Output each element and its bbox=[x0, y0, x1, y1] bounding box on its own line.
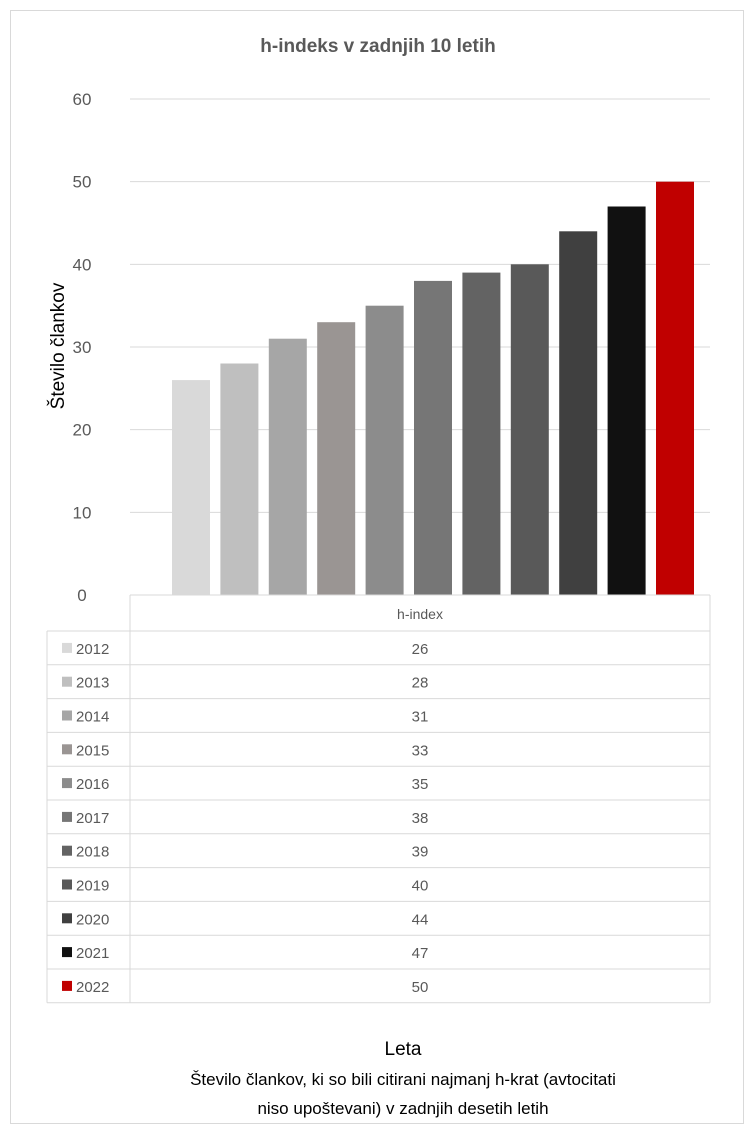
bar-2018 bbox=[462, 272, 501, 595]
y-tick-label: 50 bbox=[73, 173, 92, 192]
legend-swatch-2012 bbox=[62, 642, 72, 653]
table-value-2016: 35 bbox=[412, 776, 429, 793]
bar-2013 bbox=[220, 363, 259, 595]
y-axis-ticks: 0 10 20 30 40 50 60 bbox=[73, 90, 92, 605]
table-value-2013: 28 bbox=[412, 675, 429, 692]
table-value-2012: 26 bbox=[412, 641, 429, 658]
legend-label-2013: 2013 bbox=[76, 675, 109, 692]
table-value-2022: 50 bbox=[412, 979, 429, 996]
bar-2021 bbox=[607, 206, 646, 595]
legend-label-2014: 2014 bbox=[76, 709, 109, 726]
y-tick-label: 60 bbox=[73, 90, 92, 109]
y-tick-label: 0 bbox=[77, 586, 86, 605]
y-tick-label: 20 bbox=[73, 421, 92, 440]
legend-swatch-2021 bbox=[62, 947, 72, 958]
bars bbox=[172, 181, 694, 596]
bar-2015 bbox=[317, 322, 356, 595]
y-axis-label: Število člankov bbox=[47, 282, 69, 409]
y-tick-label: 40 bbox=[73, 255, 92, 274]
legend-swatch-2014 bbox=[62, 710, 72, 721]
table-value-2017: 38 bbox=[412, 810, 429, 827]
legend-swatch-2017 bbox=[62, 811, 72, 822]
legend-swatch-2020 bbox=[62, 913, 72, 924]
table-value-2014: 31 bbox=[412, 709, 429, 726]
bar-2017 bbox=[414, 280, 452, 595]
legend-label-2022: 2022 bbox=[76, 979, 109, 996]
table-value-2021: 47 bbox=[412, 945, 429, 962]
legend-swatch-2013 bbox=[62, 676, 72, 687]
x-axis-label: Leta bbox=[385, 1039, 422, 1060]
legend-label-2017: 2017 bbox=[76, 810, 109, 827]
legend-label-2021: 2021 bbox=[76, 945, 109, 962]
legend-label-2016: 2016 bbox=[76, 776, 109, 793]
y-tick-label: 30 bbox=[73, 338, 92, 357]
bar-2020 bbox=[559, 231, 598, 596]
data-table: h-index 2012 26 2013 28 2014 31 2015 33 2016 35 201… bbox=[46, 594, 711, 1004]
legend-label-2012: 2012 bbox=[76, 641, 109, 658]
y-tick-label: 10 bbox=[73, 503, 92, 522]
legend-swatch-2018 bbox=[62, 845, 72, 856]
table-value-2019: 40 bbox=[412, 878, 429, 895]
legend-swatch-2022 bbox=[62, 980, 72, 991]
bar-2012 bbox=[172, 380, 210, 595]
legend-label-2019: 2019 bbox=[76, 878, 109, 895]
bar-2014 bbox=[268, 338, 307, 595]
table-value-2018: 39 bbox=[412, 844, 429, 861]
chart-note-line-2: niso upoštevani) v zadnjih desetih letih bbox=[257, 1099, 548, 1118]
table-value-2020: 44 bbox=[412, 911, 429, 928]
legend-swatch-2016 bbox=[62, 778, 72, 789]
bar-2019 bbox=[510, 264, 549, 595]
bar-2022 bbox=[656, 181, 694, 595]
legend-swatch-2015 bbox=[62, 744, 72, 755]
legend-label-2015: 2015 bbox=[76, 742, 109, 759]
chart-note-line-1: Število člankov, ki so bili citirani naj… bbox=[190, 1070, 616, 1089]
table-value-2015: 33 bbox=[412, 742, 429, 759]
chart-title: h-indeks v zadnjih 10 letih bbox=[260, 36, 495, 57]
legend-label-2020: 2020 bbox=[76, 911, 109, 928]
legend-label-2018: 2018 bbox=[76, 844, 109, 861]
table-header: h-index bbox=[397, 606, 443, 622]
bar-2016 bbox=[365, 305, 404, 595]
legend-swatch-2019 bbox=[62, 879, 72, 890]
